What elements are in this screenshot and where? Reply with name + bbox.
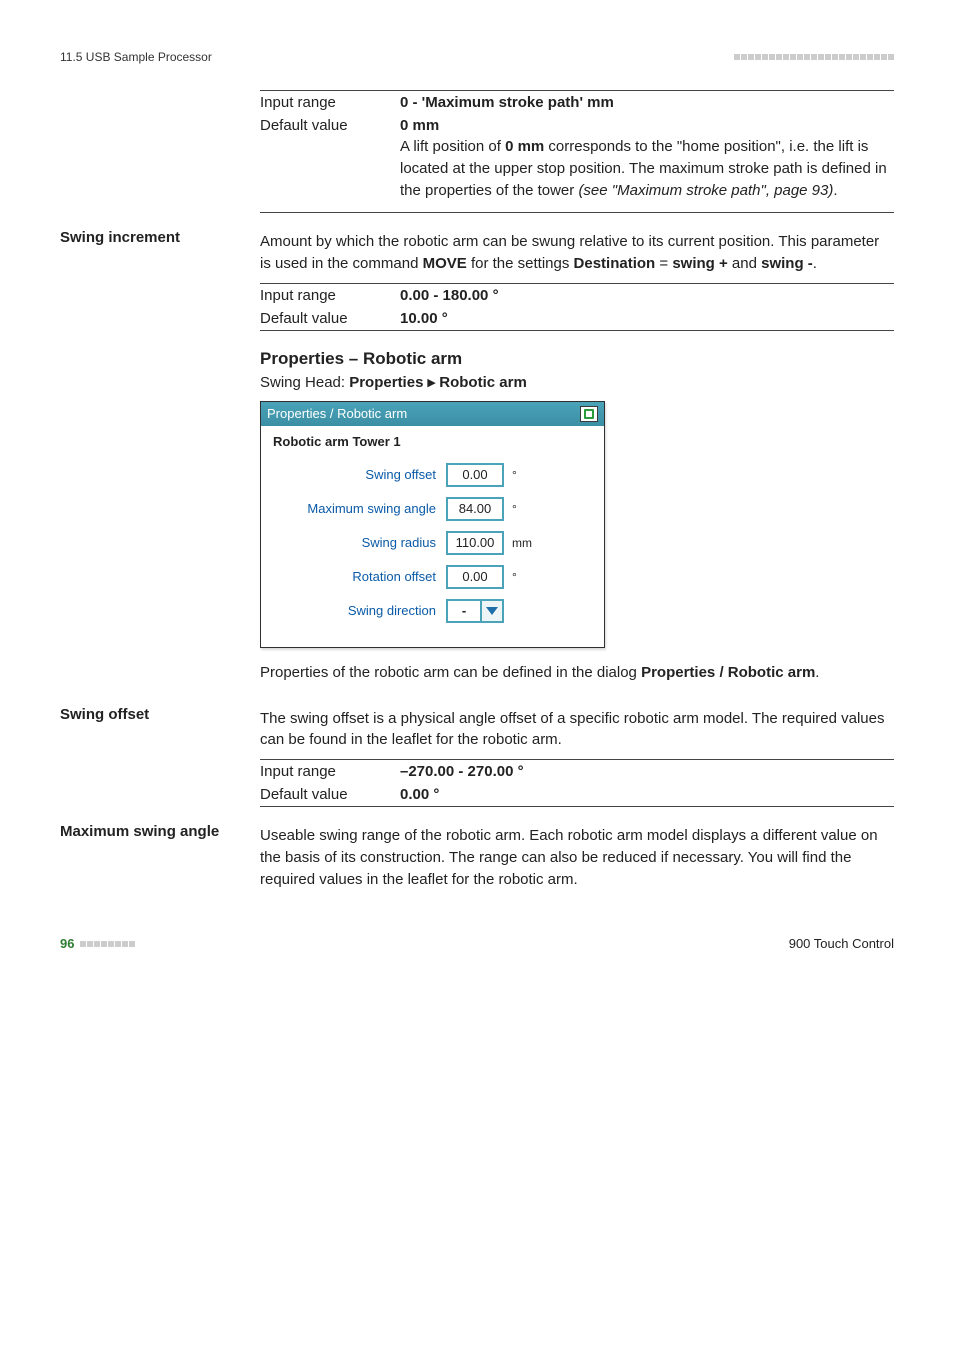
swing-offset-para: The swing offset is a physical angle off… xyxy=(260,708,894,752)
swing-offset-field-label: Swing offset xyxy=(271,467,446,482)
lift-note: A lift position of 0 mm corresponds to t… xyxy=(400,136,894,201)
page-header: 11.5 USB Sample Processor xyxy=(60,50,894,64)
dialog-titlebar: Properties / Robotic arm xyxy=(261,402,604,426)
rotation-offset-unit: ° xyxy=(512,570,536,584)
swing-direction-field-label: Swing direction xyxy=(271,603,446,618)
so-input-range-label: Input range xyxy=(260,763,400,780)
product-name: 900 Touch Control xyxy=(789,936,894,951)
max-swing-angle-unit: ° xyxy=(512,502,536,516)
si-input-range-label: Input range xyxy=(260,287,400,304)
so-default-value: 0.00 ° xyxy=(400,786,894,803)
swing-direction-dropdown[interactable]: - xyxy=(446,599,504,623)
rotation-offset-field-label: Rotation offset xyxy=(271,569,446,584)
chevron-down-icon xyxy=(480,599,504,623)
dialog-title-text: Properties / Robotic arm xyxy=(267,406,407,421)
swing-increment-para: Amount by which the robotic arm can be s… xyxy=(260,231,894,275)
swing-offset-heading: Swing offset xyxy=(60,706,260,723)
properties-heading: Properties – Robotic arm xyxy=(260,349,894,369)
dialog-subtitle: Robotic arm Tower 1 xyxy=(273,434,594,449)
dialog-corner-button[interactable] xyxy=(580,406,598,422)
swing-direction-value: - xyxy=(446,599,480,623)
swing-radius-field[interactable]: 110.00 xyxy=(446,531,504,555)
max-swing-angle-field-label: Maximum swing angle xyxy=(271,501,446,516)
swing-radius-unit: mm xyxy=(512,536,536,550)
swing-increment-heading: Swing increment xyxy=(60,229,260,246)
so-input-range-value: –270.00 - 270.00 ° xyxy=(400,763,894,780)
header-dot-bar xyxy=(734,54,894,60)
rotation-offset-field[interactable]: 0.00 xyxy=(446,565,504,589)
so-default-label: Default value xyxy=(260,786,400,803)
input-range-value: 0 - 'Maximum stroke path' mm xyxy=(400,94,894,111)
input-range-label: Input range xyxy=(260,94,400,111)
si-default-value: 10.00 ° xyxy=(400,310,894,327)
swing-offset-field[interactable]: 0.00 xyxy=(446,463,504,487)
default-value-label: Default value xyxy=(260,117,400,209)
max-swing-para: Useable swing range of the robotic arm. … xyxy=(260,825,894,890)
max-swing-angle-field[interactable]: 84.00 xyxy=(446,497,504,521)
si-input-range-value: 0.00 - 180.00 ° xyxy=(400,287,894,304)
footer-dot-bar xyxy=(80,941,135,947)
page-footer: 96 900 Touch Control xyxy=(60,936,894,951)
page-number: 96 xyxy=(60,936,74,951)
section-label: 11.5 USB Sample Processor xyxy=(60,50,212,64)
properties-dialog: Properties / Robotic arm Robotic arm Tow… xyxy=(260,401,605,648)
properties-after-para: Properties of the robotic arm can be def… xyxy=(260,662,894,684)
swing-offset-unit: ° xyxy=(512,468,536,482)
si-default-label: Default value xyxy=(260,310,400,327)
properties-sub: Swing Head: Properties ▸ Robotic arm xyxy=(260,373,894,391)
max-swing-heading: Maximum swing angle xyxy=(60,823,260,840)
lift-position-table: Input range 0 - 'Maximum stroke path' mm… xyxy=(260,90,894,213)
swing-radius-field-label: Swing radius xyxy=(271,535,446,550)
default-value: 0 mm xyxy=(400,117,894,134)
